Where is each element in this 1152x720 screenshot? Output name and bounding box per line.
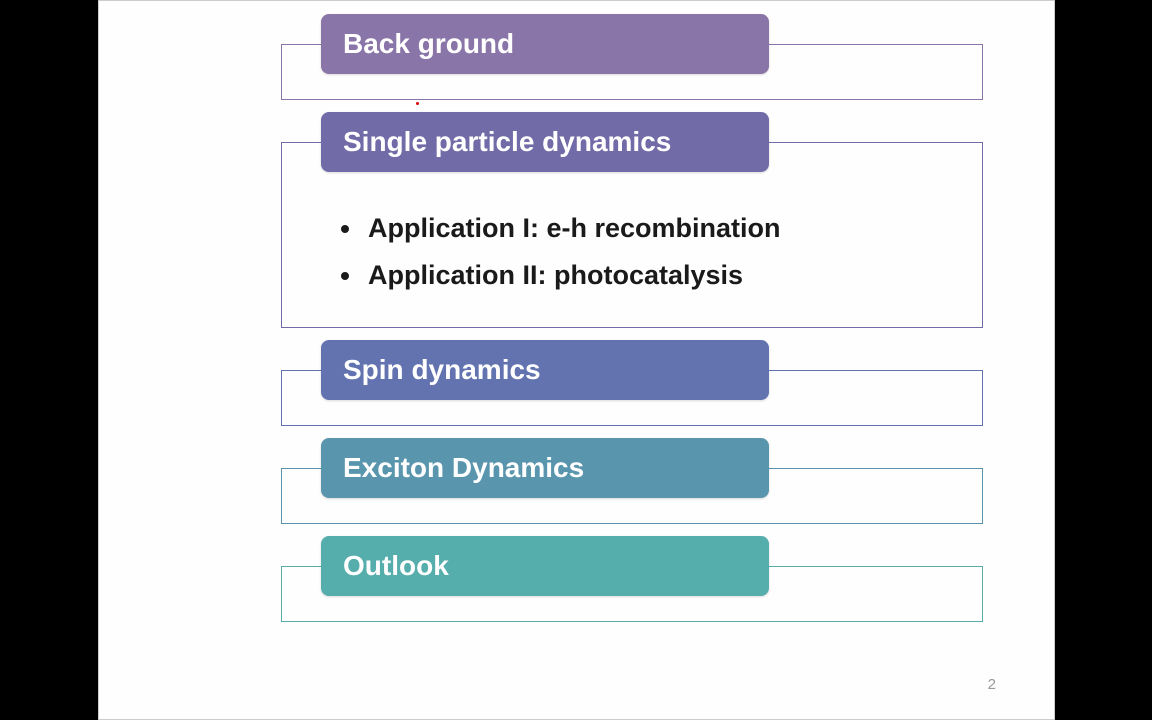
sections-container: Back ground Application I: e-h recombina… <box>281 44 983 634</box>
section-label: Back ground <box>321 14 769 74</box>
section-outlook: Outlook <box>281 566 983 622</box>
section-title-text: Exciton Dynamics <box>343 452 584 483</box>
section-label: Outlook <box>321 536 769 596</box>
section-title-text: Outlook <box>343 550 449 581</box>
section-spin: Spin dynamics <box>281 370 983 426</box>
laser-pointer-dot <box>416 102 419 105</box>
bullet-item: Application II: photocatalysis <box>364 260 962 291</box>
section-single-particle: Application I: e-h recombination Applica… <box>281 142 983 328</box>
section-label: Single particle dynamics <box>321 112 769 172</box>
section-exciton: Exciton Dynamics <box>281 468 983 524</box>
presentation-slide: Back ground Application I: e-h recombina… <box>98 0 1055 720</box>
section-title-text: Single particle dynamics <box>343 126 671 157</box>
section-title-text: Back ground <box>343 28 514 59</box>
section-background: Back ground <box>281 44 983 100</box>
section-label: Spin dynamics <box>321 340 769 400</box>
section-label: Exciton Dynamics <box>321 438 769 498</box>
bullet-list: Application I: e-h recombination Applica… <box>342 213 962 291</box>
section-title-text: Spin dynamics <box>343 354 541 385</box>
bullet-item: Application I: e-h recombination <box>364 213 962 244</box>
page-number: 2 <box>988 676 996 693</box>
